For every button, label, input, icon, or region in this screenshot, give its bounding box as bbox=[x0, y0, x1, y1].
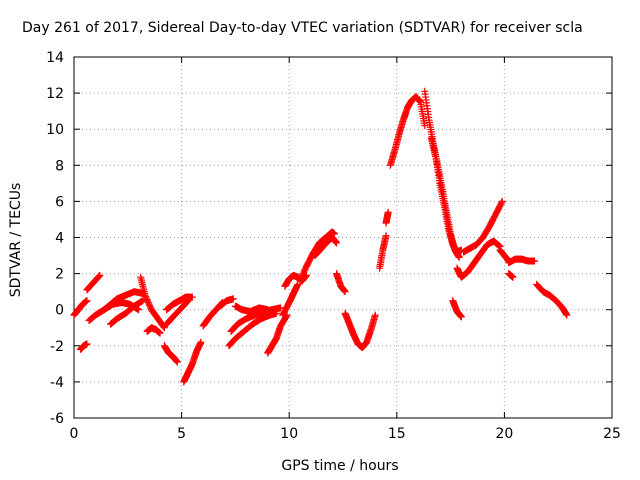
data-point bbox=[341, 288, 349, 296]
data-point bbox=[333, 239, 341, 247]
data-point bbox=[382, 232, 390, 240]
y-tick-label: 4 bbox=[55, 231, 64, 247]
y-tick-label: 12 bbox=[46, 86, 64, 102]
y-tick-label: -6 bbox=[50, 411, 64, 427]
y-tick-label: 14 bbox=[46, 50, 64, 66]
data-point bbox=[184, 297, 192, 305]
data-point bbox=[95, 273, 103, 281]
x-tick-label: 20 bbox=[495, 426, 513, 442]
y-tick-labels: -6 -4 -2 0 2 4 6 8 10 12 14 bbox=[46, 50, 64, 427]
data-point bbox=[188, 293, 196, 301]
data-point bbox=[455, 253, 463, 261]
chart-title: Day 261 of 2017, Sidereal Day-to-day VTE… bbox=[0, 20, 640, 40]
y-tick-label: 10 bbox=[46, 122, 64, 138]
x-tick-labels: 0 5 10 15 20 25 bbox=[70, 426, 621, 442]
y-axis-label: SDTVAR / TECUs bbox=[8, 183, 24, 298]
data-point bbox=[294, 280, 302, 288]
grid bbox=[74, 57, 612, 418]
x-tick-label: 10 bbox=[280, 426, 298, 442]
data-point bbox=[83, 297, 91, 305]
data-point bbox=[498, 197, 506, 205]
x-tick-label: 5 bbox=[177, 426, 186, 442]
data-point bbox=[95, 272, 103, 280]
axis-ticks bbox=[73, 56, 613, 419]
y-tick-label: -2 bbox=[50, 339, 64, 355]
data-point bbox=[197, 338, 205, 346]
y-tick-label: -4 bbox=[50, 375, 64, 391]
data-point bbox=[264, 306, 272, 314]
chart-title-text: Day 261 of 2017, Sidereal Day-to-day VTE… bbox=[22, 20, 583, 36]
x-axis-label: GPS time / hours bbox=[281, 458, 398, 474]
x-tick-label: 15 bbox=[388, 426, 406, 442]
data-points bbox=[70, 87, 571, 386]
data-point bbox=[183, 298, 191, 306]
data-point bbox=[277, 304, 285, 312]
data-point bbox=[563, 311, 571, 319]
data-point bbox=[384, 208, 392, 216]
data-point bbox=[229, 295, 237, 303]
data-point bbox=[531, 257, 539, 265]
data-point bbox=[498, 199, 506, 207]
x-tick-label: 0 bbox=[70, 426, 79, 442]
y-tick-label: 8 bbox=[55, 158, 64, 174]
data-point bbox=[457, 313, 465, 321]
data-point bbox=[83, 340, 91, 348]
y-tick-label: 0 bbox=[55, 303, 64, 319]
data-point bbox=[135, 306, 143, 314]
x-tick-label: 25 bbox=[603, 426, 621, 442]
data-point bbox=[173, 358, 181, 366]
data-point bbox=[371, 311, 379, 319]
y-tick-label: 2 bbox=[55, 267, 64, 283]
data-point bbox=[183, 297, 191, 305]
data-point bbox=[156, 329, 164, 337]
data-point bbox=[96, 271, 104, 279]
data-point bbox=[509, 273, 517, 281]
data-point bbox=[160, 324, 168, 332]
y-tick-label: 6 bbox=[55, 194, 64, 210]
data-point bbox=[421, 122, 429, 130]
